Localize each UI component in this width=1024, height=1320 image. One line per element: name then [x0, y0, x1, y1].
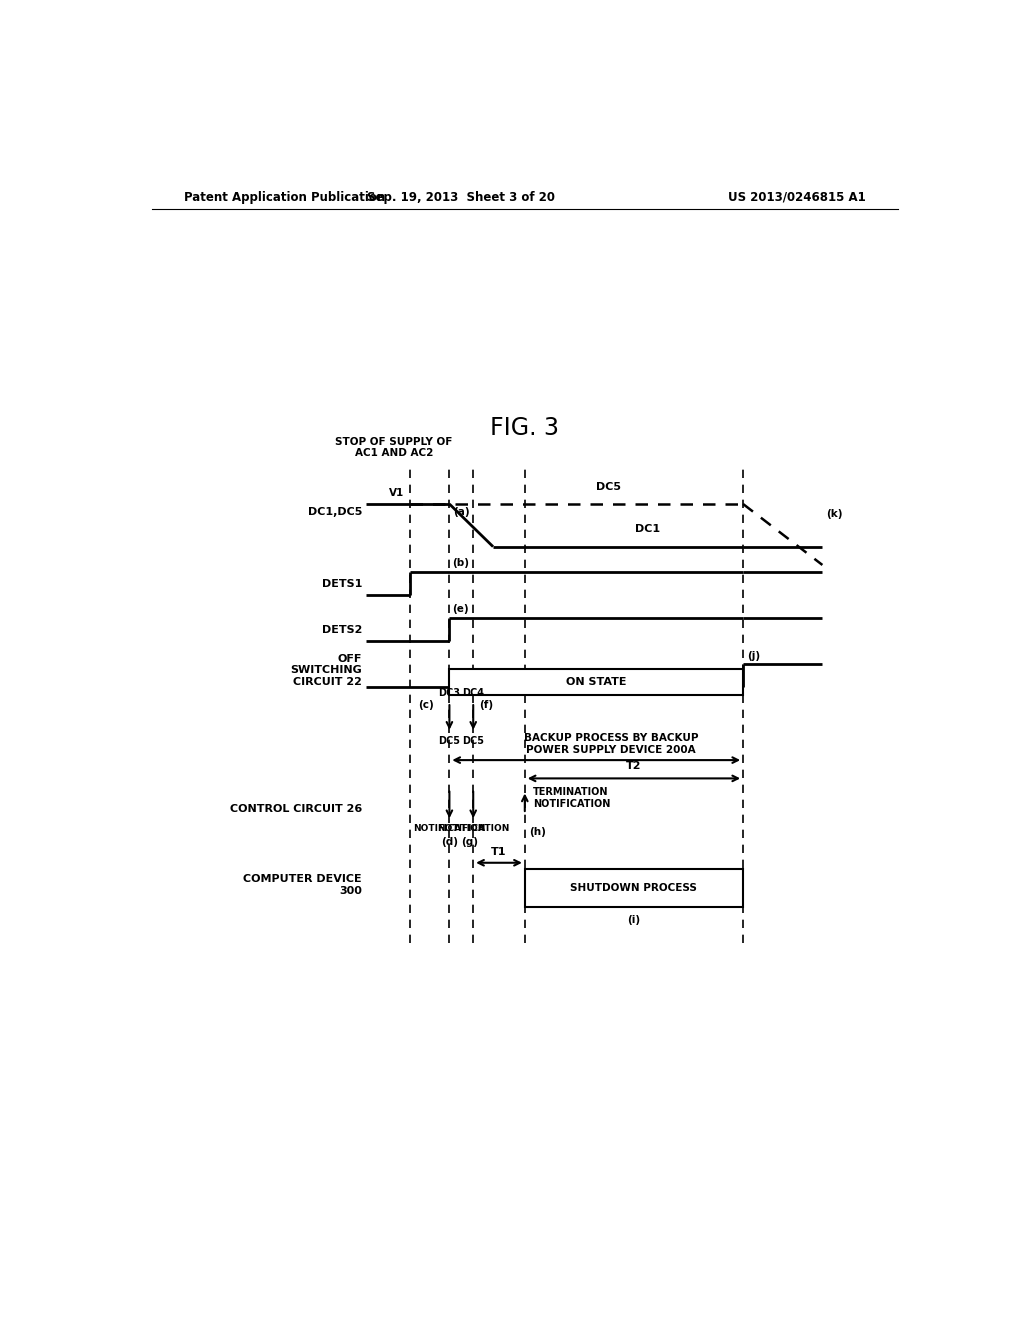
- Text: (j): (j): [748, 651, 760, 660]
- Text: T2: T2: [626, 762, 642, 771]
- Text: (a): (a): [454, 507, 470, 517]
- Text: ON STATE: ON STATE: [566, 677, 627, 686]
- Text: BACKUP PROCESS BY BACKUP
POWER SUPPLY DEVICE 200A: BACKUP PROCESS BY BACKUP POWER SUPPLY DE…: [523, 734, 698, 755]
- Text: (c): (c): [418, 700, 433, 710]
- Text: (e): (e): [452, 603, 468, 614]
- Text: V1: V1: [389, 488, 404, 498]
- Text: DETS1: DETS1: [322, 578, 362, 589]
- Text: STOP OF SUPPLY OF
AC1 AND AC2: STOP OF SUPPLY OF AC1 AND AC2: [335, 437, 453, 458]
- Bar: [450, 669, 743, 696]
- Bar: [524, 869, 743, 907]
- Text: DC5: DC5: [438, 735, 461, 746]
- Text: NOTIFICATION: NOTIFICATION: [437, 824, 509, 833]
- Text: (f): (f): [479, 700, 493, 710]
- Text: TERMINATION
NOTIFICATION: TERMINATION NOTIFICATION: [532, 787, 610, 809]
- Text: DC1,DC5: DC1,DC5: [308, 507, 362, 517]
- Text: DC5: DC5: [596, 482, 621, 492]
- Text: OFF
SWITCHING
CIRCUIT 22: OFF SWITCHING CIRCUIT 22: [291, 653, 362, 686]
- Text: (k): (k): [826, 510, 843, 519]
- Text: DC3: DC3: [438, 688, 461, 698]
- Text: DETS2: DETS2: [322, 624, 362, 635]
- Text: DC1: DC1: [635, 524, 660, 535]
- Text: SHUTDOWN PROCESS: SHUTDOWN PROCESS: [570, 883, 697, 894]
- Text: FIG. 3: FIG. 3: [490, 416, 559, 440]
- Text: (b): (b): [452, 558, 469, 568]
- Text: (g): (g): [461, 837, 478, 847]
- Text: DC5: DC5: [462, 735, 484, 746]
- Text: Patent Application Publication: Patent Application Publication: [183, 190, 385, 203]
- Text: COMPUTER DEVICE
300: COMPUTER DEVICE 300: [244, 874, 362, 896]
- Text: Sep. 19, 2013  Sheet 3 of 20: Sep. 19, 2013 Sheet 3 of 20: [368, 190, 555, 203]
- Text: (i): (i): [628, 915, 640, 924]
- Text: NOTIFICATION: NOTIFICATION: [414, 824, 485, 833]
- Text: T1: T1: [492, 846, 507, 857]
- Text: (d): (d): [441, 837, 458, 847]
- Text: CONTROL CIRCUIT 26: CONTROL CIRCUIT 26: [229, 804, 362, 814]
- Text: (h): (h): [528, 828, 546, 837]
- Text: DC4: DC4: [462, 688, 484, 698]
- Text: US 2013/0246815 A1: US 2013/0246815 A1: [728, 190, 866, 203]
